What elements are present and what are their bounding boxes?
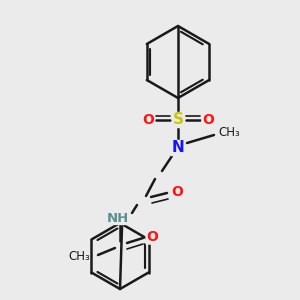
Text: CH₃: CH₃: [218, 127, 240, 140]
Text: O: O: [202, 113, 214, 127]
Text: O: O: [142, 113, 154, 127]
Text: N: N: [172, 140, 184, 155]
Text: O: O: [171, 185, 183, 199]
Text: CH₃: CH₃: [68, 250, 90, 263]
Text: NH: NH: [107, 212, 129, 224]
Text: O: O: [146, 230, 158, 244]
Text: S: S: [172, 112, 184, 128]
